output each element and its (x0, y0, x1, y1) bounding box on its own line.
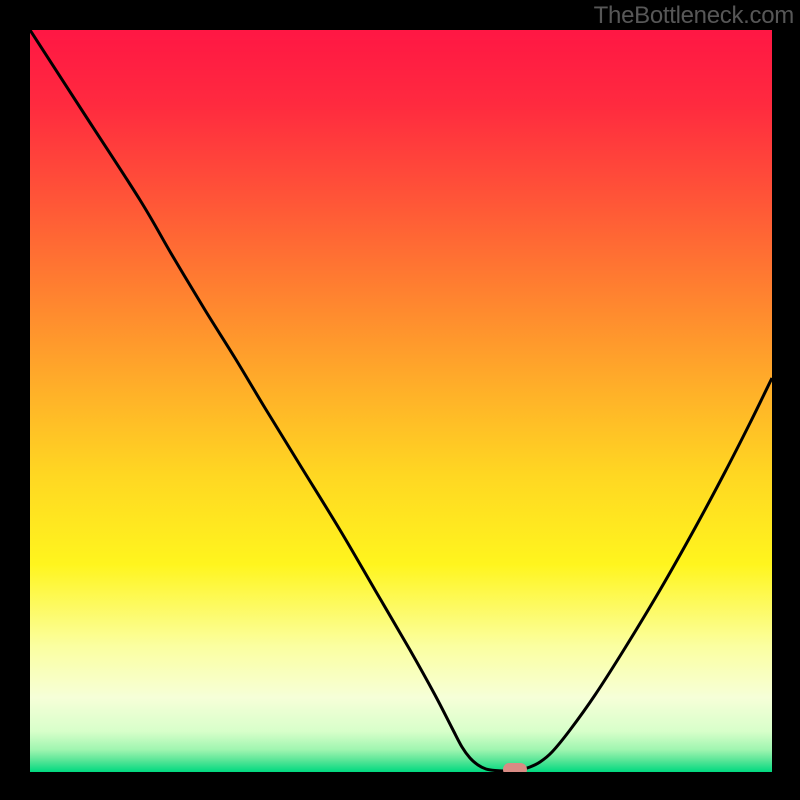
chart-root: TheBottleneck.com (0, 0, 800, 800)
frame-right (772, 0, 800, 800)
frame-bottom (0, 772, 800, 800)
plot-background (30, 30, 772, 772)
frame-left (0, 0, 30, 800)
watermark-text: TheBottleneck.com (594, 2, 794, 30)
chart-svg (0, 0, 800, 800)
